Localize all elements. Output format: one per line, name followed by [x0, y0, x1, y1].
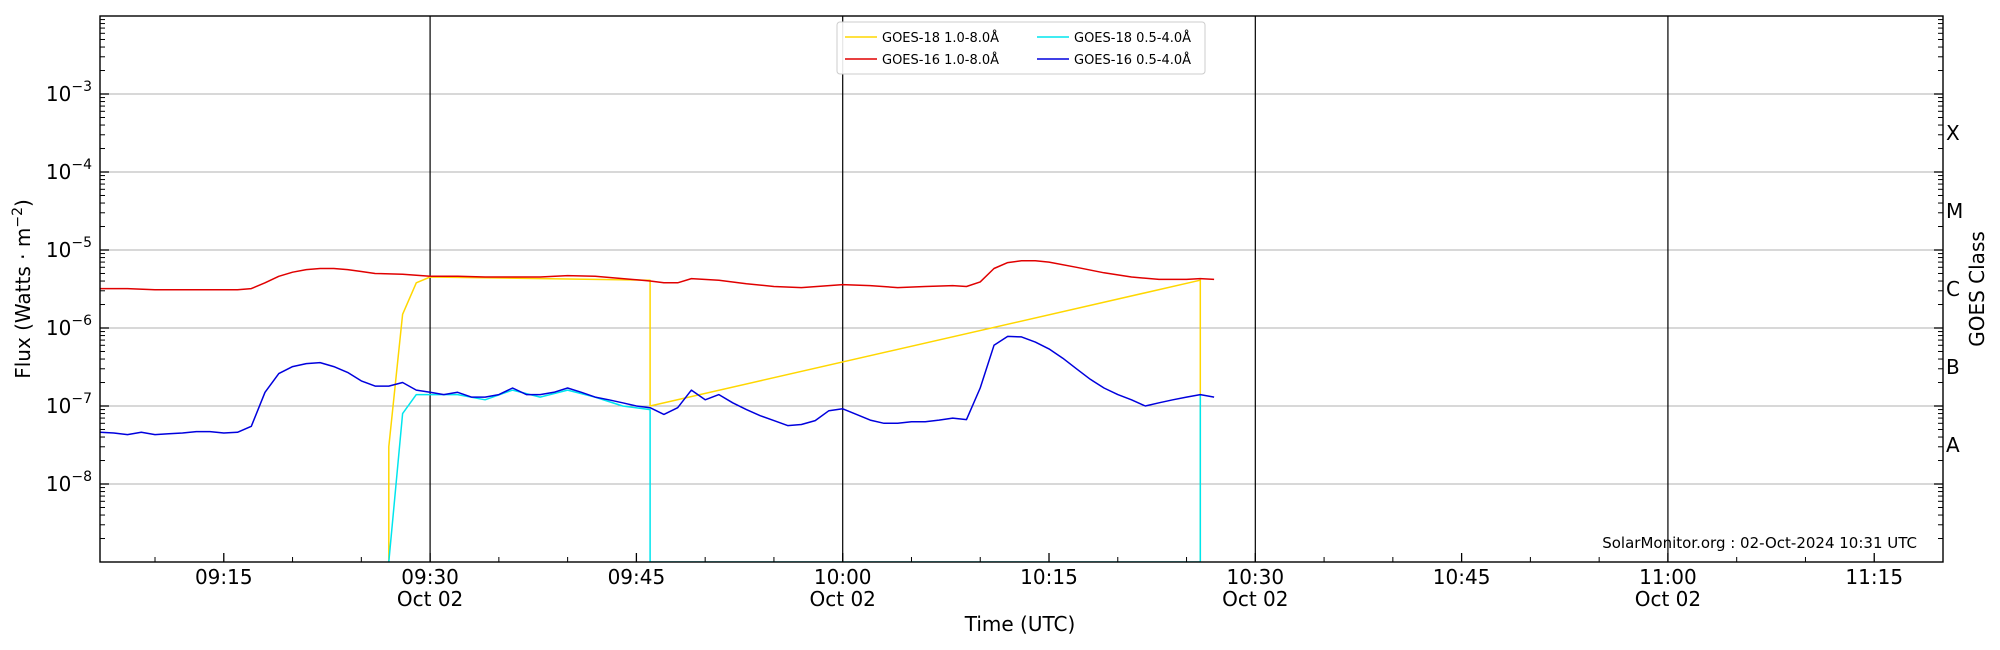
x-tick-label: 10:30 — [1226, 565, 1284, 589]
goes-class-label: X — [1946, 121, 1960, 145]
series-line — [100, 259, 1215, 291]
y-tick-label: 10−3 — [46, 79, 92, 106]
credit-text: SolarMonitor.org : 02-Oct-2024 10:31 UTC — [1602, 534, 1917, 552]
y-tick-label: 10−5 — [46, 235, 92, 262]
y-tick-exponent: −6 — [71, 313, 92, 329]
y-tick-label: 10−7 — [46, 391, 92, 418]
plot-frame — [99, 15, 1944, 563]
y-tick-base: 10 — [46, 160, 71, 184]
series-line — [100, 335, 1215, 436]
x-tick-label: 09:45 — [608, 565, 666, 589]
x-tick-label: 10:00 — [814, 565, 872, 589]
legend-entry: GOES-18 0.5-4.0Å — [1074, 30, 1191, 46]
series-line — [388, 276, 1202, 562]
y-tick-base: 10 — [46, 82, 71, 106]
y-tick-label: 10−8 — [46, 469, 92, 496]
y-tick-base: 10 — [46, 394, 71, 418]
series-line — [388, 389, 1202, 562]
goes-class-label: C — [1946, 277, 1960, 301]
y-axis-label-base: Flux (Watts · m — [11, 228, 35, 379]
legend: GOES-18 1.0-8.0Å GOES-16 1.0-8.0Å GOES-18 … — [836, 21, 1206, 75]
x-tick-label: 09:30 — [401, 565, 459, 589]
y-tick-base: 10 — [46, 472, 71, 496]
axis-ticks — [100, 19, 1944, 562]
legend-entry: GOES-16 1.0-8.0Å — [882, 52, 999, 68]
y-tick-base: 10 — [46, 238, 71, 262]
legend-entry: GOES-18 1.0-8.0Å — [882, 30, 999, 46]
x-tick-label: 10:15 — [1020, 565, 1078, 589]
x-tick-label: 11:15 — [1845, 565, 1903, 589]
y-tick-exponent: −3 — [71, 79, 92, 95]
y-tick-exponent: −7 — [71, 391, 92, 407]
x-tick-date-label: Oct 02 — [1222, 587, 1288, 611]
x-tick-label: 09:15 — [195, 565, 253, 589]
goes-class-label: B — [1946, 355, 1960, 379]
goes-class-labels: A B C M X — [1946, 121, 1963, 457]
y-tick-exponent: −8 — [71, 469, 92, 485]
y-tick-label: 10−6 — [46, 313, 92, 340]
y-tick-exponent: −4 — [71, 157, 92, 173]
y-tick-label: 10−4 — [46, 157, 92, 184]
y-tick-base: 10 — [46, 316, 71, 340]
y-axis-label-sup: −2 — [10, 207, 26, 228]
x-tick-date-label: Oct 02 — [1635, 587, 1701, 611]
legend-box — [836, 21, 1206, 75]
date-boundary-lines — [429, 16, 1669, 562]
goes-class-label: M — [1946, 199, 1963, 223]
x-tick-date-label: Oct 02 — [810, 587, 876, 611]
x-tick-label: 10:45 — [1433, 565, 1491, 589]
x-tick-date-label: Oct 02 — [397, 587, 463, 611]
y-tick-exponent: −5 — [71, 235, 92, 251]
y-axis-label-close: ) — [11, 199, 35, 207]
x-tick-label: 11:00 — [1639, 565, 1697, 589]
x-axis-label: Time (UTC) — [964, 612, 1076, 636]
grid-lines — [100, 93, 1943, 485]
goes-class-label: A — [1946, 433, 1960, 457]
legend-entry: GOES-16 0.5-4.0Å — [1074, 52, 1191, 68]
y-axis-label: Flux (Watts · m−2) — [10, 199, 35, 379]
series-lines — [100, 259, 1215, 562]
goes-class-axis-label: GOES Class — [1965, 231, 1989, 347]
